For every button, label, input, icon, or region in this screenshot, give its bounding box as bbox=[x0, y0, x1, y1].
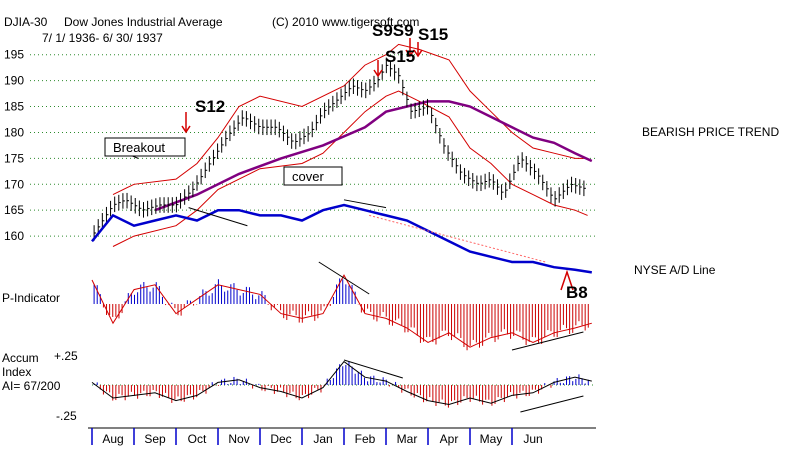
breakout-box bbox=[104, 137, 186, 157]
ad-line-label: NYSE A/D Line bbox=[634, 263, 716, 277]
accum-tick-plus: +.25 bbox=[54, 349, 78, 363]
ad-line bbox=[91, 203, 592, 274]
ytick-label-195: 195 bbox=[4, 48, 24, 62]
breakout-annotation: Breakout bbox=[113, 140, 165, 155]
date-range: 7/ 1/ 1936- 6/ 30/ 1937 bbox=[42, 31, 163, 45]
ytick-label-170: 170 bbox=[4, 177, 24, 191]
b8-signal: B8 bbox=[566, 283, 588, 302]
cover-annotation: cover bbox=[292, 169, 324, 184]
month-label-aug: Aug bbox=[102, 432, 123, 446]
upper-band-line bbox=[112, 43, 588, 196]
grid-layer: 160 165 170 175 180 185 190 195 bbox=[4, 48, 596, 386]
accum-index-layer bbox=[91, 359, 592, 413]
ytick-label-175: 175 bbox=[4, 151, 24, 165]
accum-label-line2: Index bbox=[2, 365, 31, 379]
ytick-label-185: 185 bbox=[4, 100, 24, 114]
p-indicator-label: P-Indicator bbox=[2, 291, 60, 305]
ad-downtrend-line bbox=[188, 207, 248, 227]
s12-signal: S12 bbox=[195, 97, 225, 116]
copyright-label: (C) 2010 www.tigersoft.com bbox=[272, 15, 419, 29]
cover-box bbox=[283, 166, 343, 186]
ad-trend-dots bbox=[369, 214, 546, 263]
x-axis-layer: Aug Sep Oct Nov Dec Jan Feb Mar Apr May Jun bbox=[88, 427, 596, 446]
lower-band-line bbox=[112, 90, 588, 247]
s15b-arrow-head bbox=[413, 49, 423, 58]
trend-label: BEARISH PRICE TREND bbox=[642, 125, 779, 139]
accum-line bbox=[91, 360, 592, 406]
month-label-feb: Feb bbox=[355, 432, 376, 446]
p-indicator-layer bbox=[91, 261, 592, 351]
s15-signal-b: S15 bbox=[418, 25, 448, 44]
s15-signal-a: S15 bbox=[385, 47, 415, 66]
ytick-label-190: 190 bbox=[4, 74, 24, 88]
month-label-sep: Sep bbox=[144, 432, 166, 446]
ytick-label-180: 180 bbox=[4, 125, 24, 139]
ytick-label-165: 165 bbox=[4, 203, 24, 217]
month-label-oct: Oct bbox=[188, 432, 207, 446]
month-label-jan: Jan bbox=[313, 432, 332, 446]
p-indicator-line bbox=[91, 274, 592, 348]
ad-downtrend-line-2 bbox=[343, 199, 387, 209]
b8-arrow bbox=[560, 269, 574, 291]
ticker-label: DJIA-30 bbox=[4, 15, 48, 29]
accum-label-line1: Accum bbox=[2, 351, 39, 365]
ytick-label-160: 160 bbox=[4, 229, 24, 243]
annotation-marks bbox=[112, 38, 574, 291]
month-label-mar: Mar bbox=[397, 432, 418, 446]
p-indicator-trendline bbox=[318, 261, 370, 295]
month-label-apr: Apr bbox=[440, 432, 459, 446]
ad-line-layer bbox=[91, 203, 592, 274]
month-label-jun: Jun bbox=[523, 432, 542, 446]
s9s9-signal: S9S9 bbox=[372, 21, 414, 40]
price-bands bbox=[112, 43, 593, 247]
accum-trendline bbox=[343, 359, 403, 379]
p-indicator-uptrend bbox=[511, 331, 584, 351]
month-label-may: May bbox=[480, 432, 503, 446]
price-bars bbox=[93, 57, 586, 241]
moving-average-line bbox=[154, 100, 593, 212]
accum-tick-minus: -.25 bbox=[56, 409, 77, 423]
accum-label-line3: AI= 67/200 bbox=[2, 379, 61, 393]
month-label-nov: Nov bbox=[228, 432, 249, 446]
accum-uptrend bbox=[520, 395, 584, 413]
s15-arrow-head bbox=[373, 69, 383, 78]
chart-title: Dow Jones Industrial Average bbox=[64, 15, 223, 29]
s12-arrow-head bbox=[181, 125, 191, 134]
s9-arrow-head bbox=[405, 49, 415, 58]
month-label-dec: Dec bbox=[270, 432, 291, 446]
